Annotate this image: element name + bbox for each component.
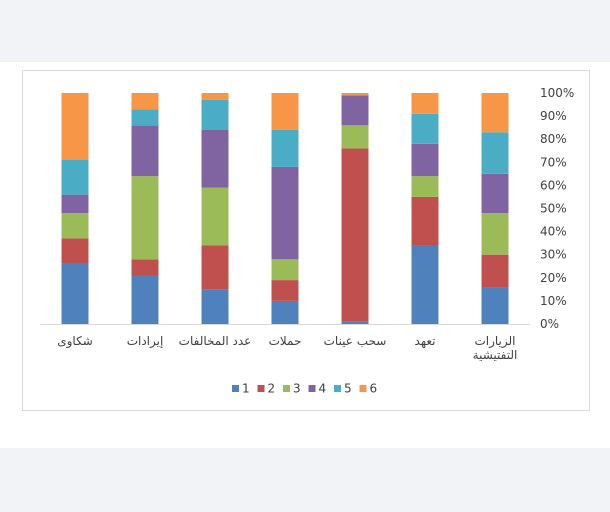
bar-segment-series-4 bbox=[201, 129, 229, 188]
legend-label-1: 1 bbox=[242, 382, 250, 396]
legend-label-3: 3 bbox=[293, 382, 301, 396]
legend-label-4: 4 bbox=[319, 382, 327, 396]
y-tick-label: 20% bbox=[540, 271, 567, 285]
legend-swatch-2 bbox=[257, 385, 265, 392]
bar-segment-series-5 bbox=[271, 129, 299, 167]
bar-group bbox=[61, 93, 89, 324]
legend-swatch-4 bbox=[308, 385, 316, 392]
bar-groups bbox=[61, 93, 509, 324]
x-category-label: حملات bbox=[269, 334, 302, 348]
bar-segment-series-3 bbox=[131, 176, 159, 260]
bar-group bbox=[131, 93, 159, 324]
legend-swatch-3 bbox=[283, 385, 290, 392]
x-category-label: عدد المخالفات bbox=[179, 334, 252, 348]
bar-segment-series-4 bbox=[61, 194, 89, 214]
bar-segment-series-6 bbox=[131, 93, 159, 110]
bar-segment-series-1 bbox=[271, 300, 299, 324]
bar-segment-series-5 bbox=[201, 99, 229, 130]
legend-label-2: 2 bbox=[268, 382, 276, 396]
bar-segment-series-2 bbox=[411, 196, 439, 246]
bar-segment-series-2 bbox=[271, 280, 299, 301]
bar-segment-series-6 bbox=[411, 93, 439, 114]
x-category-label: إيرادات bbox=[127, 334, 164, 349]
bar-segment-series-3 bbox=[411, 176, 439, 197]
bar-segment-series-2 bbox=[201, 245, 229, 290]
bar-segment-series-1 bbox=[131, 275, 159, 324]
bar-segment-series-1 bbox=[61, 263, 89, 324]
x-category-label: الزيارات bbox=[474, 334, 515, 349]
y-axis-ticks: 0% 10% 20% 30% 40% 50% 60% 70% 80% 90% 100% bbox=[540, 86, 574, 331]
bar-segment-series-1 bbox=[411, 245, 439, 324]
bar-group bbox=[271, 93, 299, 324]
y-tick-label: 80% bbox=[540, 132, 567, 146]
bar-segment-series-4 bbox=[271, 166, 299, 260]
x-axis-labels: شكاوى إيرادات عدد المخالفات حملات سحب عينات ت… bbox=[57, 334, 517, 362]
bar-segment-series-3 bbox=[481, 213, 509, 255]
x-category-label: شكاوى bbox=[57, 334, 93, 349]
top-band bbox=[0, 0, 610, 62]
bar-segment-series-1 bbox=[201, 289, 229, 324]
bar-group bbox=[411, 93, 439, 324]
bar-segment-series-2 bbox=[341, 148, 369, 322]
bar-segment-series-4 bbox=[411, 143, 439, 177]
y-tick-label: 60% bbox=[540, 178, 567, 192]
bar-segment-series-6 bbox=[271, 93, 299, 130]
y-tick-label: 100% bbox=[540, 86, 574, 100]
bar-segment-series-5 bbox=[411, 113, 439, 144]
bar-segment-series-6 bbox=[481, 93, 509, 133]
legend-label-6: 6 bbox=[370, 382, 378, 396]
bar-segment-series-4 bbox=[131, 125, 159, 177]
bar-segment-series-1 bbox=[341, 321, 369, 324]
legend-swatch-6 bbox=[359, 385, 367, 392]
y-tick-label: 40% bbox=[540, 225, 567, 239]
bar-segment-series-3 bbox=[271, 259, 299, 281]
bar-segment-series-4 bbox=[481, 173, 509, 214]
x-category-label: التفتيشية bbox=[473, 348, 518, 362]
y-tick-label: 10% bbox=[540, 294, 567, 308]
legend: 1 2 3 4 5 6 bbox=[232, 382, 377, 396]
bar-segment-series-4 bbox=[341, 95, 369, 126]
bar-segment-series-6 bbox=[341, 93, 369, 96]
bottom-band bbox=[0, 448, 610, 512]
bar-group bbox=[481, 93, 509, 324]
bar-segment-series-3 bbox=[61, 213, 89, 239]
bar-segment-series-6 bbox=[201, 93, 229, 100]
bar-group bbox=[201, 93, 229, 324]
bar-segment-series-2 bbox=[481, 254, 509, 288]
y-tick-label: 70% bbox=[540, 155, 567, 169]
bar-segment-series-5 bbox=[61, 159, 89, 195]
bar-segment-series-3 bbox=[201, 187, 229, 246]
legend-swatch-1 bbox=[232, 385, 239, 392]
bar-segment-series-5 bbox=[481, 132, 509, 174]
bar-segment-series-5 bbox=[131, 109, 159, 126]
y-tick-label: 90% bbox=[540, 109, 567, 123]
bar-segment-series-2 bbox=[61, 238, 89, 264]
bar-segment-series-2 bbox=[131, 259, 159, 276]
x-category-label: سحب عينات bbox=[324, 334, 387, 348]
bar-segment-series-1 bbox=[481, 287, 509, 324]
y-tick-label: 0% bbox=[540, 317, 559, 331]
legend-label-5: 5 bbox=[344, 382, 352, 396]
x-category-label: تعهد bbox=[415, 334, 436, 348]
bar-segment-series-3 bbox=[341, 125, 369, 149]
y-tick-label: 50% bbox=[540, 202, 567, 216]
bar-group bbox=[341, 93, 369, 324]
legend-swatch-5 bbox=[334, 385, 341, 392]
bar-segment-series-6 bbox=[61, 93, 89, 160]
y-tick-label: 30% bbox=[540, 248, 567, 262]
